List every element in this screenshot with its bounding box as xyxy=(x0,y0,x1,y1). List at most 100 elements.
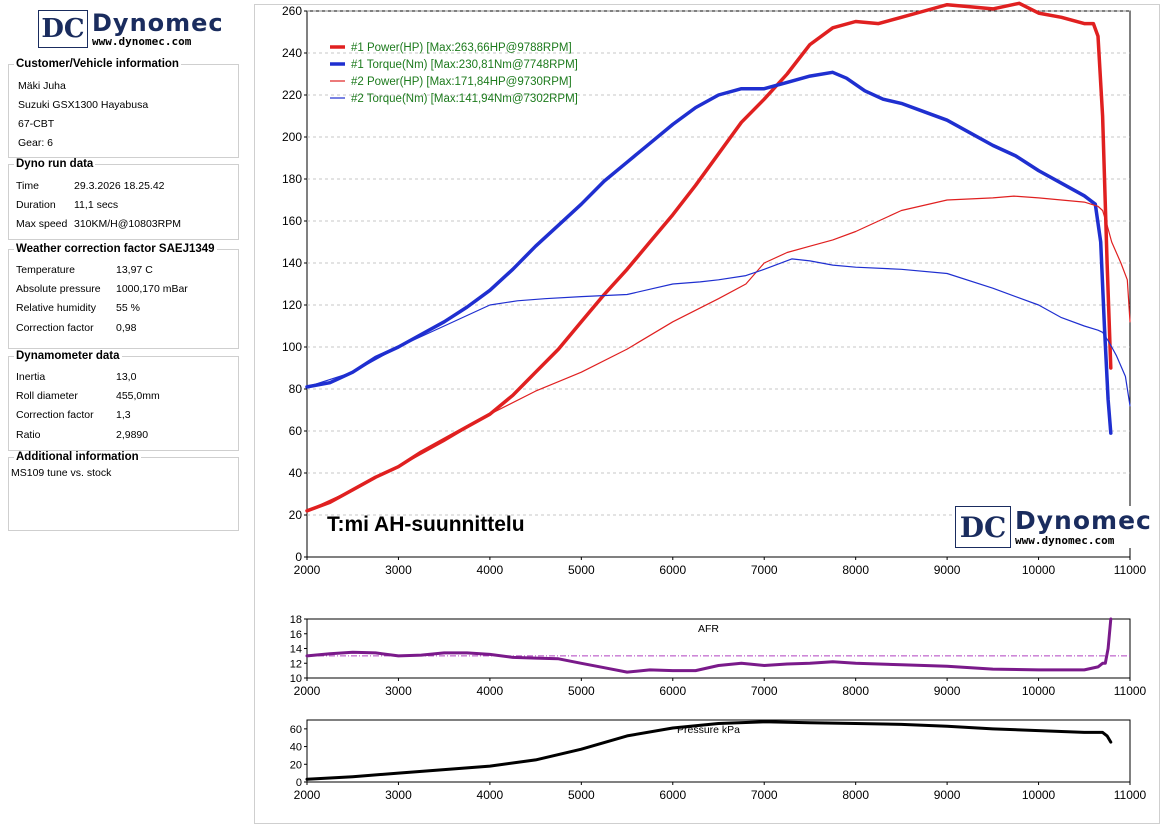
y-tick-label: 0 xyxy=(295,550,302,564)
weather-row: Absolute pressure 1000,170 mBar xyxy=(16,283,188,295)
dyno-row: Roll diameter 455,0mm xyxy=(16,390,160,402)
y-tick-label: 100 xyxy=(282,340,302,354)
weather-value: 0,98 xyxy=(116,322,137,334)
x-tick-label: 8000 xyxy=(842,788,869,802)
dyno-row: Ratio 2,9890 xyxy=(16,429,148,441)
y-tick-label: 0 xyxy=(296,777,302,789)
dyno-key: Roll diameter xyxy=(16,390,78,402)
legend-entry: #2 Torque(Nm) [Max:141,94Nm@7302RPM] xyxy=(351,93,578,105)
x-tick-label: 3000 xyxy=(385,788,412,802)
additional-text: MS109 tune vs. stock xyxy=(11,467,112,479)
y-tick-label: 20 xyxy=(290,759,302,771)
run-value: 310KM/H@10803RPM xyxy=(74,218,181,230)
x-tick-label: 11000 xyxy=(1114,563,1147,577)
dyno-row: Inertia 13,0 xyxy=(16,371,136,383)
dyno-value: 455,0mm xyxy=(116,390,160,402)
dyno-panel-title: Dynamometer data xyxy=(14,350,122,362)
y-tick-label: 10 xyxy=(290,673,302,685)
run-row: Duration 11,1 secs xyxy=(16,199,118,211)
dyno-key: Correction factor xyxy=(16,409,94,421)
run-value: 29.3.2026 18.25.42 xyxy=(74,180,165,192)
weather-value: 13,97 C xyxy=(116,264,153,276)
dyno-panel xyxy=(8,356,239,451)
dyno-value: 2,9890 xyxy=(116,429,149,441)
legend-entry: #2 Power(HP) [Max:171,84HP@9730RPM] xyxy=(351,76,572,88)
weather-row: Correction factor 0,98 xyxy=(16,322,136,334)
customer-plate: 67-CBT xyxy=(18,118,55,130)
x-tick-label: 7000 xyxy=(751,684,778,698)
logo-url: www.dynomec.com xyxy=(92,34,192,48)
x-tick-label: 6000 xyxy=(659,788,686,802)
pressure-chart: 0 20 40 60 2000 3000 4000 5000 6000 7000 8000 9000 1… xyxy=(290,719,1147,802)
afr-chart: 10 12 14 16 18 2000 3000 4000 5000 6000 7000 8000 90… xyxy=(290,614,1147,698)
x-tick-label: 11000 xyxy=(1114,788,1147,802)
series-line-1 xyxy=(305,617,1113,674)
x-tick-label: 10000 xyxy=(1022,788,1056,802)
weather-value: 1000,170 mBar xyxy=(116,283,188,295)
plot-area xyxy=(306,10,1131,558)
legend-entry: #1 Power(HP) [Max:263,66HP@9788RPM] xyxy=(351,42,572,54)
logo-brand-name: Dynomec xyxy=(92,8,224,37)
plot-title: Pressure kPa xyxy=(677,724,740,736)
additional-panel-title: Additional information xyxy=(14,451,141,463)
run-key: Max speed xyxy=(16,218,68,230)
dynomec-logo-chart: DC Dynomec www.dynomec.com xyxy=(955,506,1152,548)
logo-url: www.dynomec.com xyxy=(1015,533,1115,547)
y-tick-label: 220 xyxy=(282,88,302,102)
run-key: Time xyxy=(16,180,39,192)
x-tick-label: 8000 xyxy=(842,684,869,698)
y-tick-label: 260 xyxy=(282,4,302,18)
x-tick-label: 11000 xyxy=(1114,684,1147,698)
customer-vehicle: Suzuki GSX1300 Hayabusa xyxy=(18,99,149,111)
run-row: Time 29.3.2026 18.25.42 xyxy=(16,180,165,192)
dyno-key: Ratio xyxy=(16,429,41,441)
x-tick-label: 7000 xyxy=(751,788,778,802)
plot-area xyxy=(306,719,1131,783)
y-tick-label: 240 xyxy=(282,46,302,60)
run-value: 11,1 secs xyxy=(74,199,119,211)
x-tick-label: 3000 xyxy=(385,563,412,577)
dyno-row: Correction factor 1,3 xyxy=(16,409,131,421)
watermark-text: T:mi AH-suunnittelu xyxy=(327,513,525,536)
main-chart: 0 20 40 60 80 100 120 140 160 180 200 220 240 260 2000… xyxy=(282,1,1147,577)
weather-key: Temperature xyxy=(16,264,75,276)
x-tick-label: 9000 xyxy=(934,788,961,802)
y-tick-label: 40 xyxy=(290,742,302,754)
weather-value: 55 % xyxy=(116,302,140,314)
chart-frame xyxy=(254,4,1160,824)
dynomec-logo-top: DC Dynomec www.dynomec.com xyxy=(38,10,224,48)
run-row: Max speed 310KM/H@10803RPM xyxy=(16,218,181,230)
y-tick-label: 60 xyxy=(290,724,302,736)
weather-key: Absolute pressure xyxy=(16,283,101,295)
run-panel xyxy=(8,164,239,240)
weather-row: Temperature 13,97 C xyxy=(16,264,153,276)
dc-logo-mark: DC xyxy=(955,506,1011,548)
x-tick-label: 9000 xyxy=(934,563,961,577)
x-tick-label: 5000 xyxy=(568,563,595,577)
x-tick-label: 4000 xyxy=(477,684,504,698)
y-tick-label: 20 xyxy=(289,508,303,522)
weather-panel-title: Weather correction factor SAEJ1349 xyxy=(14,243,217,255)
y-tick-label: 120 xyxy=(282,298,302,312)
customer-name: Mäki Juha xyxy=(18,80,66,92)
x-tick-label: 4000 xyxy=(477,563,504,577)
y-tick-label: 40 xyxy=(289,466,303,480)
y-tick-label: 14 xyxy=(290,644,302,656)
x-tick-label: 10000 xyxy=(1022,563,1056,577)
x-tick-label: 10000 xyxy=(1022,684,1056,698)
weather-key: Correction factor xyxy=(16,322,94,334)
series-line-1 xyxy=(305,1,1113,513)
series-line-2 xyxy=(305,70,1113,435)
logo-brand-name: Dynomec xyxy=(1015,505,1152,535)
weather-row: Relative humidity 55 % xyxy=(16,302,140,314)
x-tick-label: 2000 xyxy=(294,788,321,802)
series-line-3 xyxy=(306,195,1131,512)
run-key: Duration xyxy=(16,199,56,211)
dyno-value: 13,0 xyxy=(116,371,137,383)
y-tick-label: 18 xyxy=(290,614,302,626)
x-tick-label: 8000 xyxy=(842,563,869,577)
x-tick-label: 6000 xyxy=(659,563,686,577)
plot-title: AFR xyxy=(698,623,719,635)
dc-logo-mark: DC xyxy=(38,10,88,48)
